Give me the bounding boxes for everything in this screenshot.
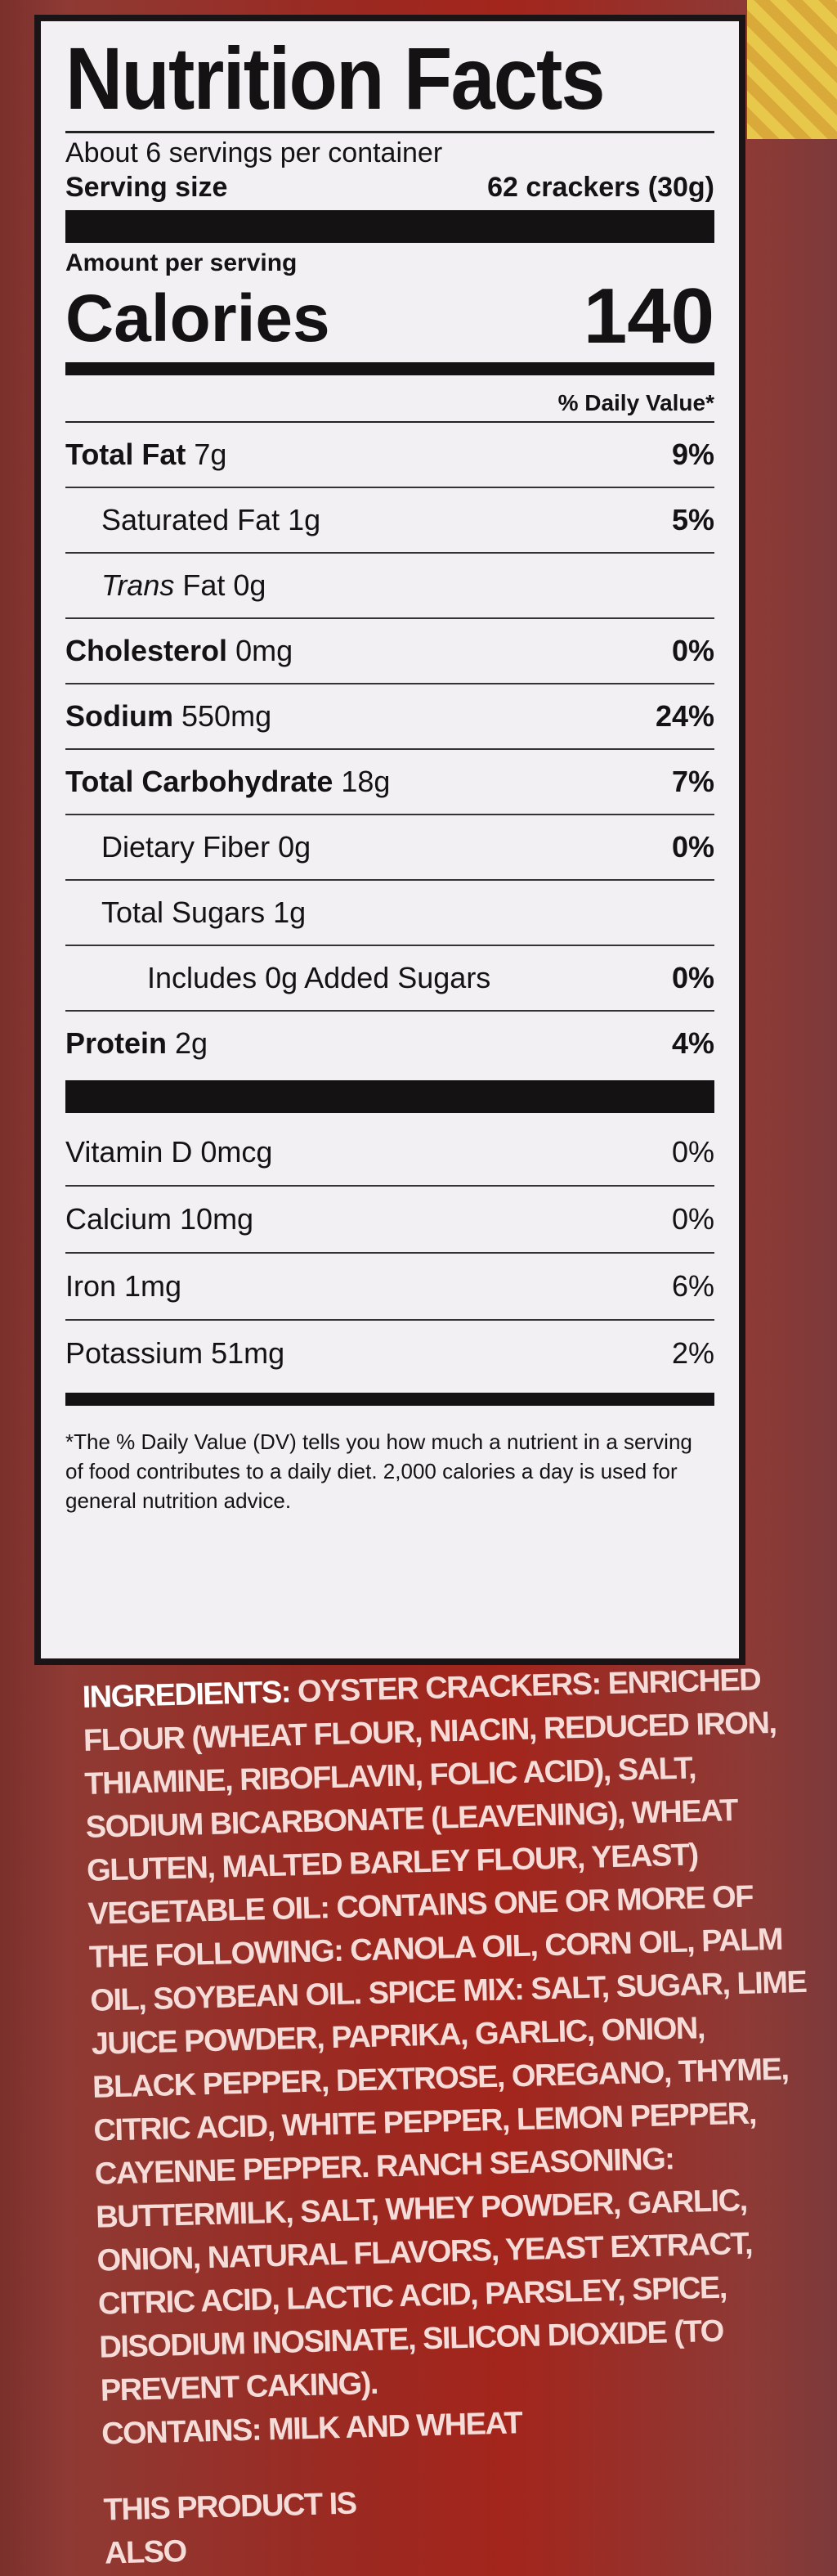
servings-per-container: About 6 servings per container (65, 131, 714, 169)
ingredients-text: OYSTER CRACKERS: ENRICHED FLOUR (WHEAT F… (83, 1663, 807, 2408)
calories-value: 140 (583, 272, 714, 360)
nutrient-row-sodium: Sodium 550mg 24% (65, 684, 714, 750)
serving-size-label: Serving size (65, 172, 228, 203)
nutrient-row-trans-fat: Trans Fat 0g (65, 554, 714, 619)
calories-row: Calories 140 (65, 277, 714, 356)
nutrient-row-dietary-fiber: Dietary Fiber 0g 0% (65, 815, 714, 881)
package-pattern-corner (747, 0, 837, 139)
serving-size-value: 62 crackers (30g) (487, 172, 714, 203)
calories-label: Calories (65, 281, 330, 356)
nutrient-row-saturated-fat: Saturated Fat 1g 5% (65, 488, 714, 554)
nutrient-row-cholesterol: Cholesterol 0mg 0% (65, 619, 714, 684)
nutrition-facts-panel: Nutrition Facts About 6 servings per con… (34, 15, 745, 1665)
vitamin-row-vitamin-d: Vitamin D 0mcg 0% (65, 1120, 714, 1187)
nutrient-row-total-carbohydrate: Total Carbohydrate 18g 7% (65, 750, 714, 815)
amount-per-serving: Amount per serving (65, 249, 298, 276)
nutrient-row-protein: Protein 2g 4% (65, 1026, 714, 1060)
divider-medium (65, 362, 714, 375)
divider-thick (65, 210, 714, 243)
nutrient-row-total-sugars: Total Sugars 1g (65, 881, 714, 946)
vitamin-row-calcium: Calcium 10mg 0% (65, 1187, 714, 1254)
divider-medium (65, 1393, 714, 1406)
nutrient-row-added-sugars: Includes 0g Added Sugars 0% (65, 946, 714, 1012)
vitamin-row-iron: Iron 1mg 6% (65, 1254, 714, 1321)
footnote: *The % Daily Value (DV) tells you how mu… (65, 1429, 692, 1513)
ingredients-block: INGREDIENTS: OYSTER CRACKERS: ENRICHED F… (82, 1658, 824, 2576)
label-title: Nutrition Facts (65, 29, 606, 128)
divider-thick (65, 1080, 714, 1113)
nutrient-row-total-fat: Total Fat 7g 9% (65, 423, 714, 488)
vitamin-row-potassium: Potassium 51mg 2% (65, 1336, 714, 1370)
ingredients-list: INGREDIENTS: OYSTER CRACKERS: ENRICHED F… (82, 1658, 820, 2413)
serving-size-row: Serving size 62 crackers (30g) (65, 169, 714, 205)
daily-value-header: % Daily Value* (65, 382, 714, 423)
ingredients-label: INGREDIENTS: (82, 1675, 291, 1715)
